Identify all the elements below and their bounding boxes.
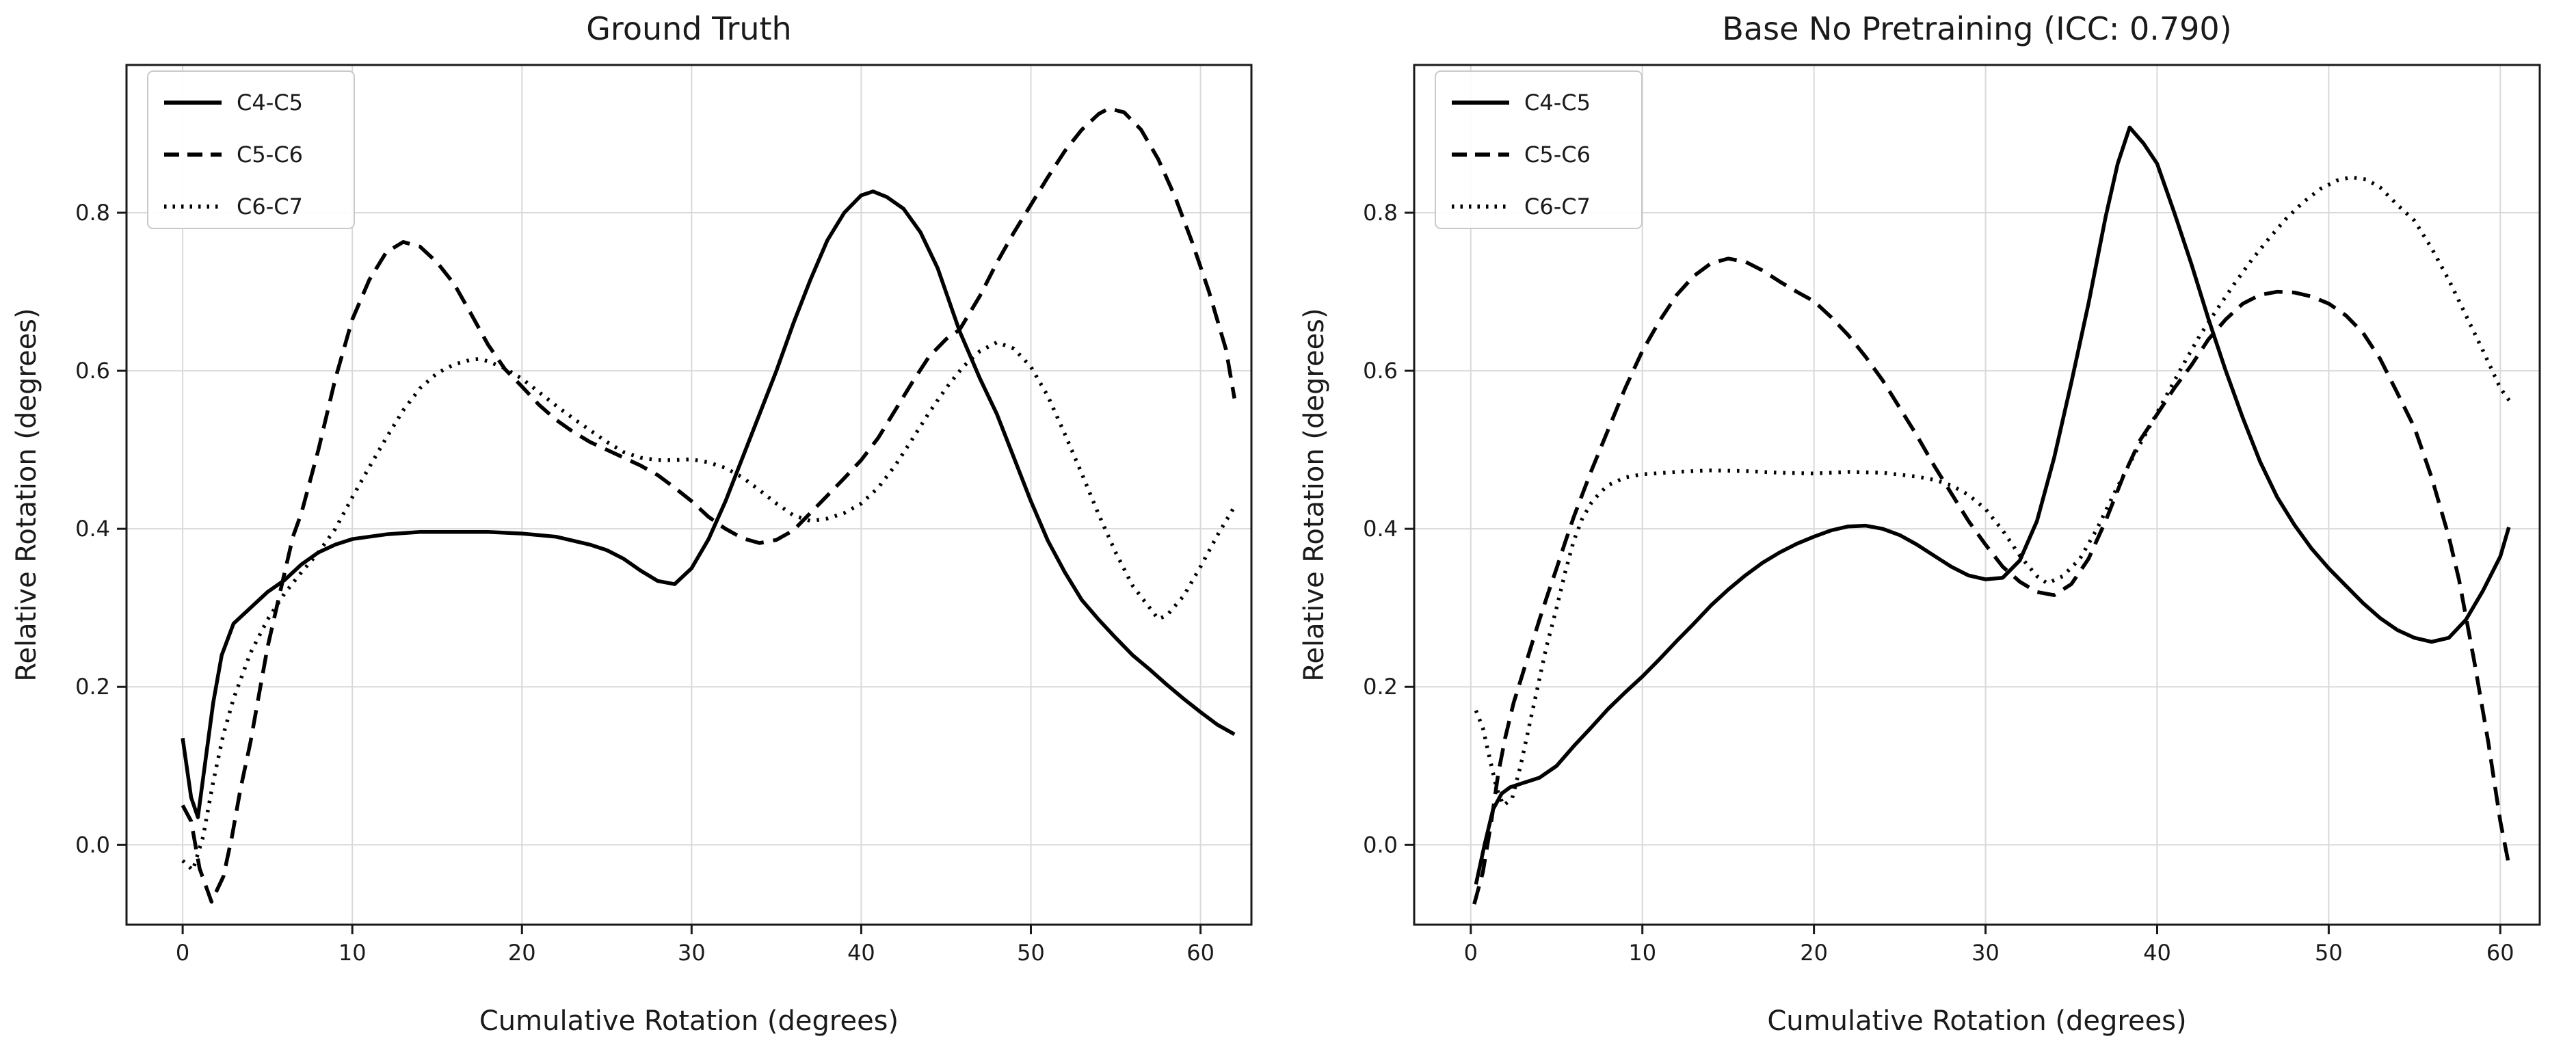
- x-tick-label: 60: [2486, 940, 2514, 966]
- legend-label-c6-c7: C6-C7: [1524, 194, 1591, 220]
- y-tick-label: 0.8: [1363, 200, 1398, 226]
- y-tick-label: 0.2: [1363, 674, 1398, 700]
- x-tick-label: 50: [2315, 940, 2343, 966]
- legend-label-c4-c5: C4-C5: [1524, 90, 1591, 116]
- series-line-c5-c6: [1472, 256, 2511, 905]
- y-tick-label: 0.6: [1363, 358, 1398, 384]
- x-tick-label: 30: [1971, 940, 2000, 966]
- legend: C4-C5 C5-C6 C6-C7: [147, 70, 355, 229]
- x-tick-label: 50: [1017, 940, 1045, 966]
- legend-box: [147, 70, 355, 229]
- legend-label-c5-c6: C5-C6: [237, 142, 303, 168]
- x-axis-label: Cumulative Rotation (degrees): [1767, 1005, 2186, 1037]
- legend-box: [1435, 70, 1643, 229]
- y-axis-label: Relative Rotation (degrees): [11, 308, 42, 681]
- axes-spines: [1413, 64, 2541, 926]
- x-tick-label: 20: [508, 940, 536, 966]
- y-tick-label: 0.0: [1363, 832, 1398, 858]
- x-axis-label: Cumulative Rotation (degrees): [479, 1005, 899, 1037]
- chart-ground-truth: 0 10 20 30 40 50 60 0.0 0.2 0.4 0.6 0.8 Ground Truth…: [11, 10, 1253, 1037]
- x-tick-label: 10: [1628, 940, 1656, 966]
- subplot-svg-left: 0 10 20 30 40 50 60 0.0 0.2 0.4 0.6 0.8 Ground Truth…: [11, 10, 1253, 1037]
- x-tick-label: 10: [338, 940, 367, 966]
- legend-label-c4-c5: C4-C5: [237, 90, 303, 116]
- y-tick-label: 0.8: [75, 200, 110, 226]
- x-tick-label: 20: [1800, 940, 1828, 966]
- chart-title: Ground Truth: [586, 10, 791, 47]
- gridlines: [127, 65, 1251, 925]
- y-tick-label: 0.2: [75, 674, 110, 700]
- series-line-c5-c6: [181, 106, 1236, 904]
- tick-marks: [117, 211, 1202, 934]
- y-tick-label: 0.6: [75, 358, 110, 384]
- y-tick-label: 0.4: [75, 516, 110, 542]
- y-tick-label: 0.4: [1363, 516, 1398, 542]
- subplot-svg-right: 0 10 20 30 40 50 60 0.0 0.2 0.4 0.6 0.8 Base No Pret…: [1288, 0, 2576, 1056]
- gridlines: [1414, 65, 2540, 925]
- chart-title: Base No Pretraining (ICC: 0.790): [1722, 10, 2231, 47]
- x-tick-label: 0: [176, 940, 189, 966]
- series-line-c6-c7: [1474, 175, 2512, 808]
- axes-spines: [125, 64, 1253, 926]
- series-line-c4-c5: [181, 189, 1236, 819]
- tick-labels: 0 10 20 30 40 50 60 0.0 0.2 0.4 0.6 0.8: [75, 200, 1214, 966]
- tick-marks: [1405, 211, 2501, 934]
- tick-labels: 0 10 20 30 40 50 60 0.0 0.2 0.4 0.6 0.8: [1363, 200, 2514, 966]
- y-tick-label: 0.0: [75, 832, 110, 858]
- x-tick-label: 30: [678, 940, 706, 966]
- series-line-c4-c5: [1474, 125, 2511, 885]
- y-axis-label: Relative Rotation (degrees): [1299, 308, 1330, 681]
- x-tick-label: 60: [1186, 940, 1214, 966]
- x-tick-label: 40: [847, 940, 875, 966]
- legend-label-c5-c6: C5-C6: [1524, 142, 1591, 168]
- series-line-c6-c7: [181, 340, 1236, 873]
- x-tick-label: 0: [1464, 940, 1478, 966]
- legend-label-c6-c7: C6-C7: [237, 194, 303, 220]
- chart-base-no-pretraining: 0 10 20 30 40 50 60 0.0 0.2 0.4 0.6 0.8 Base No Pret…: [1288, 0, 2576, 1056]
- x-tick-label: 40: [2143, 940, 2171, 966]
- legend: C4-C5 C5-C6 C6-C7: [1435, 70, 1643, 229]
